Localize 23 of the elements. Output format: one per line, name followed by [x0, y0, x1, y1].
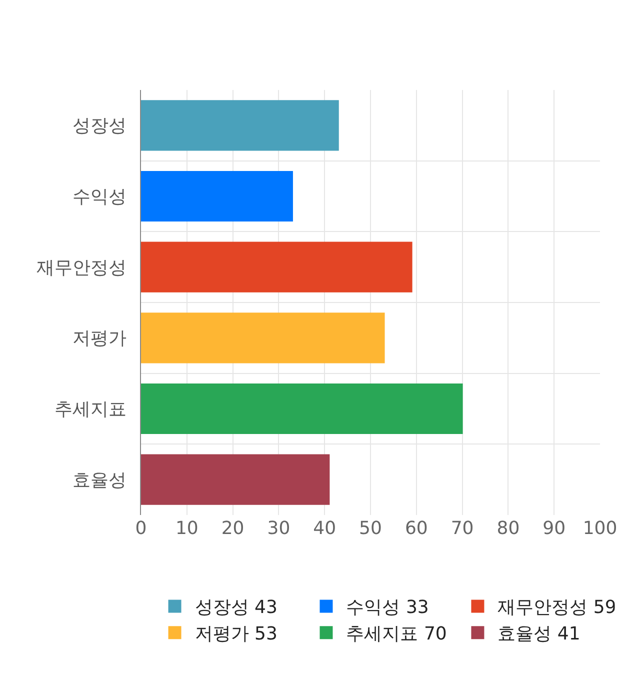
x-tick-label: 70	[450, 518, 474, 539]
x-tick-label: 60	[404, 518, 428, 539]
y-tick-label: 재무안정성	[36, 257, 126, 278]
x-tick-label: 20	[221, 518, 244, 539]
legend-label: 재무안정성 59	[498, 597, 616, 618]
y-tick-label: 저평가	[72, 328, 126, 350]
x-tick-label: 0	[135, 518, 147, 539]
y-tick-label: 효율성	[72, 470, 126, 491]
legend-label: 수익성 33	[346, 597, 429, 618]
x-tick-label: 50	[359, 518, 382, 539]
legend-label: 저평가 53	[194, 624, 278, 645]
x-tick-label: 80	[496, 518, 520, 539]
legend-label: 효율성 41	[498, 624, 580, 645]
y-tick-label: 추세지표	[54, 399, 126, 420]
legend-label: 성장성 43	[194, 597, 278, 618]
x-tick-label: 30	[267, 518, 290, 539]
x-tick-label: 90	[542, 518, 566, 539]
x-tick-label: 40	[313, 518, 336, 539]
x-tick-label: 10	[175, 518, 198, 539]
y-tick-label: 수익성	[72, 186, 126, 208]
legend-label: 추세지표 70	[346, 624, 447, 645]
x-tick-label: 100	[582, 518, 618, 539]
y-tick-label: 성장성	[72, 116, 126, 137]
